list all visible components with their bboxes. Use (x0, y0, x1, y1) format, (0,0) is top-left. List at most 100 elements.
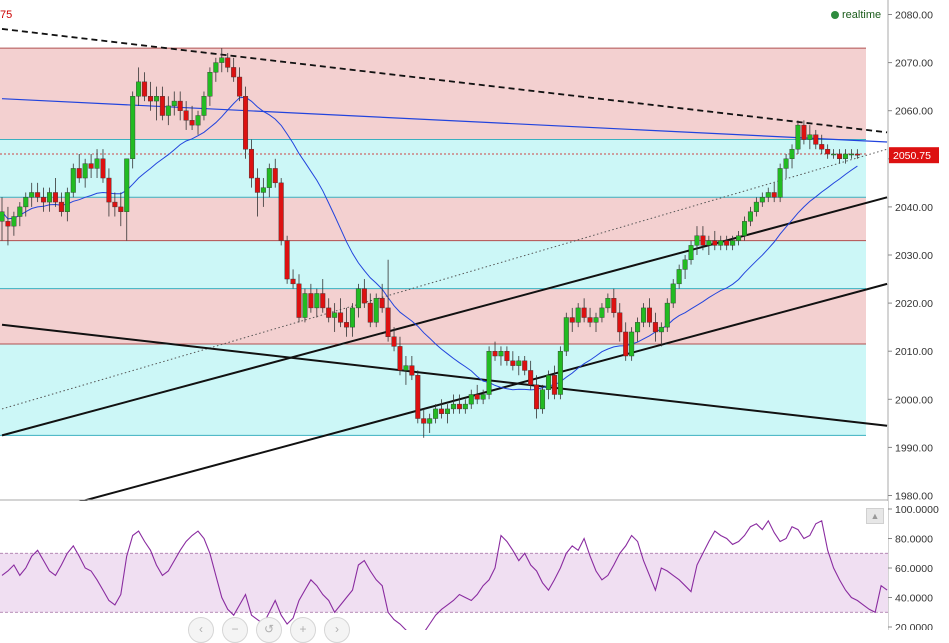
candle-bear (801, 124, 807, 140)
candle-bull (706, 240, 712, 246)
chevron-right-icon[interactable]: › (324, 617, 350, 643)
candle-bull (207, 72, 213, 97)
candle-bear (237, 76, 243, 97)
candle-bear (326, 307, 332, 318)
zone-band-2 (0, 197, 866, 241)
candle-bear (183, 110, 189, 121)
candle-bear (41, 197, 47, 203)
candle-bear (646, 307, 652, 323)
candle-bull (433, 408, 439, 419)
candle-bull (635, 322, 641, 333)
rsi-tick-label: 100.0000 (895, 504, 939, 516)
candle-bull (795, 124, 801, 150)
candle-bull (11, 216, 17, 227)
candle-bear (522, 360, 528, 371)
candle-bear (854, 153, 860, 156)
candle-bear (118, 206, 124, 212)
candle-bear (837, 153, 843, 160)
candle-bear (344, 322, 350, 328)
candle-bear (504, 351, 510, 362)
candle-bear (379, 298, 385, 309)
candle-bear (415, 375, 421, 419)
candle-bear (492, 351, 498, 357)
candle-bull (403, 365, 409, 371)
candle-bear (243, 96, 249, 150)
candle-bull (468, 394, 474, 405)
candle-bull (302, 293, 308, 318)
candle-bull (563, 317, 569, 352)
candle-bull (682, 259, 688, 270)
candle-bull (64, 192, 70, 212)
candle-bull (593, 317, 599, 323)
candle-bull (29, 192, 35, 198)
candle-bear (617, 312, 623, 333)
candle-bull (575, 307, 581, 323)
candle-bull (759, 197, 765, 203)
candle-bull (332, 312, 338, 318)
candle-bear (320, 293, 326, 309)
candle-bull (516, 360, 522, 366)
zone-band-1 (0, 139, 866, 198)
candle-bull (427, 418, 433, 424)
candle-bear (278, 182, 284, 241)
candle-bull (314, 293, 320, 309)
candle-bear (284, 240, 290, 280)
candle-bull (201, 96, 207, 116)
trend-line-0 (1, 28, 888, 134)
price-tick-label: 1980.00 (895, 491, 933, 503)
candle-bull (266, 168, 272, 188)
candle-bull (742, 221, 748, 236)
candle-bull (349, 307, 355, 328)
candle-bear (819, 144, 825, 150)
candle-bull (765, 192, 771, 198)
candle-bull (540, 389, 546, 410)
zone-band-5 (0, 343, 866, 436)
candle-bull (658, 326, 664, 333)
candle-bear (551, 375, 557, 395)
minus-icon[interactable]: − (222, 617, 248, 643)
last-price-tag (889, 147, 939, 164)
candle-bull (842, 153, 848, 160)
candle-bull (373, 298, 379, 323)
candle-bear (534, 384, 540, 410)
rsi-tick-label: 40.0000 (895, 593, 933, 605)
scroll-up-icon[interactable]: ▲ (866, 508, 884, 524)
candle-bull (165, 105, 171, 116)
candle-bull (605, 298, 611, 309)
candle-bear (231, 67, 237, 78)
price-axis-panel (888, 0, 949, 630)
candle-bull (789, 148, 795, 159)
candle-bull (670, 283, 676, 304)
candle-bear (142, 81, 148, 97)
candle-bear (611, 298, 617, 313)
reset-icon[interactable]: ↺ (256, 617, 282, 643)
candle-bear (813, 134, 819, 145)
candle-bear (474, 394, 480, 400)
zone-band-3 (0, 240, 866, 289)
candle-bull (831, 153, 837, 156)
rsi-line (1, 519, 888, 640)
candle-bull (17, 206, 23, 217)
candle-bull (82, 163, 88, 179)
price-tick-label: 2060.00 (895, 106, 933, 118)
candle-bull (629, 331, 635, 357)
candle-bull (480, 394, 486, 400)
candle-bear (5, 221, 11, 227)
realtime-label: realtime (842, 9, 882, 21)
price-tick-label: 2080.00 (895, 10, 933, 22)
trend-line-2 (1, 148, 888, 410)
candle-bull (23, 197, 29, 208)
candle-bear (421, 418, 427, 424)
candle-bull (545, 375, 551, 390)
candle-bear (361, 288, 367, 304)
candle-bear (177, 100, 183, 111)
chevron-left-icon[interactable]: ‹ (188, 617, 214, 643)
candle-bull (641, 307, 647, 323)
candle-bear (112, 201, 118, 208)
last-price-label: 2050.75 (893, 150, 931, 162)
candle-bull (171, 100, 177, 107)
rsi-zone-band (0, 553, 888, 613)
price-tick-label: 2030.00 (895, 250, 933, 262)
plus-icon[interactable]: + (290, 617, 316, 643)
